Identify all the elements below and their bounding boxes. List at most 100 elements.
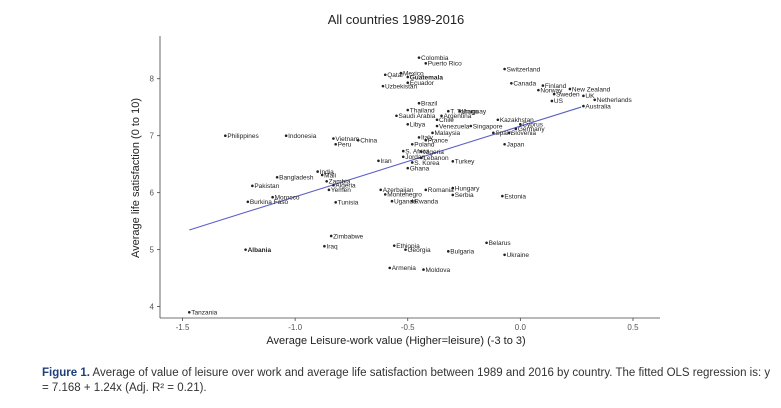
data-point — [334, 201, 337, 204]
data-point — [383, 73, 387, 77]
data-point — [404, 248, 407, 251]
point-label: Romania — [428, 187, 454, 194]
point-label: Uruguay — [462, 109, 487, 116]
point-label: Estonia — [504, 193, 526, 200]
point-label: Slovenia — [511, 130, 536, 137]
point-label: Brazil — [421, 101, 438, 108]
data-point — [417, 56, 421, 59]
point-label: Vietnam — [335, 136, 359, 143]
y-tick-label: 4 — [150, 303, 155, 312]
data-point — [406, 123, 410, 126]
point-label: Burkina Faso — [250, 199, 289, 206]
point-label: Uganda — [394, 199, 417, 206]
point-label: Finland — [545, 83, 567, 90]
data-point — [332, 183, 335, 187]
point-label: Peru — [338, 142, 352, 149]
point-label: US — [554, 98, 564, 105]
point-label: Algeria — [335, 183, 356, 190]
point-label: Tunisia — [338, 200, 359, 207]
data-point — [246, 200, 250, 204]
data-point — [541, 84, 545, 87]
point-label: Colombia — [421, 55, 449, 62]
data-point — [390, 199, 394, 203]
point-label: Netherlands — [597, 97, 633, 104]
data-point — [492, 131, 495, 135]
data-point — [417, 136, 421, 139]
data-point — [392, 244, 396, 247]
data-point — [406, 108, 410, 112]
point-label: France — [428, 138, 449, 145]
data-point — [419, 150, 423, 153]
point-label: Yemen — [331, 187, 351, 194]
point-label: Serbia — [455, 192, 474, 199]
data-point — [451, 160, 455, 163]
data-point — [424, 188, 428, 192]
point-label: Bulgaria — [450, 249, 474, 256]
x-tick-label: 0.0 — [515, 323, 527, 332]
point-label: Turkey — [455, 159, 475, 166]
data-point — [503, 67, 506, 71]
data-point — [410, 142, 414, 146]
point-label: Saudi Arabia — [398, 113, 435, 120]
scatter-chart: All countries 1989-2016 -1.5 -1.0 -0.5 0.0 0… — [130, 12, 660, 347]
point-label: Switzerland — [507, 66, 541, 73]
point-label: Belarus — [489, 240, 512, 247]
data-point — [435, 118, 439, 122]
data-point — [496, 118, 500, 122]
point-label: Sweden — [556, 91, 580, 98]
point-label: S. Africa — [405, 148, 430, 155]
point-label: Lebanon — [423, 155, 449, 162]
data-point — [401, 149, 405, 153]
point-label: Qatar — [387, 72, 404, 79]
point-label: Venezuela — [439, 123, 470, 130]
data-point — [410, 161, 414, 164]
point-label: Zambia — [329, 179, 351, 186]
data-point — [224, 134, 227, 137]
data-point — [327, 188, 331, 192]
point-label: China — [360, 138, 377, 145]
data-point — [469, 124, 473, 128]
point-label: Ghana — [410, 165, 430, 172]
y-axis-ticks: 4 5 6 7 8 — [150, 75, 160, 312]
point-label: Argentina — [444, 113, 472, 120]
point-label: Bangladesh — [279, 175, 314, 182]
data-point — [507, 131, 511, 135]
point-label: Canada — [513, 81, 536, 88]
point-label: Australia — [585, 103, 611, 110]
data-point — [510, 81, 513, 85]
point-label: Moldova — [426, 267, 451, 274]
point-label: Georgia — [407, 247, 431, 254]
point-label: Poland — [414, 142, 435, 149]
data-point — [320, 173, 324, 177]
point-label: T. Tobago — [450, 109, 478, 116]
data-point — [399, 71, 403, 75]
data-point — [451, 193, 455, 197]
point-label: UK — [585, 93, 595, 100]
point-label: Armenia — [392, 265, 417, 272]
point-label: Mali — [324, 172, 336, 179]
data-point — [187, 311, 191, 314]
data-point — [284, 134, 288, 137]
data-point — [552, 92, 556, 96]
point-label: Ukraine — [507, 252, 530, 259]
point-label: Norway — [540, 87, 563, 94]
point-label: Germany — [518, 126, 545, 133]
data-point — [377, 159, 380, 163]
data-point — [406, 81, 410, 85]
data-point — [323, 244, 326, 248]
figure-label: Figure 1. — [42, 367, 90, 379]
data-point — [329, 234, 333, 238]
point-label: Ecuador — [410, 80, 435, 87]
data-point — [410, 199, 414, 203]
data-point — [271, 195, 274, 199]
data-point — [356, 138, 360, 142]
data-point — [550, 99, 554, 103]
data-point — [446, 109, 450, 113]
point-label: Zimbabwe — [333, 233, 363, 240]
y-axis-title: Average life satisfaction (0 to 10) — [130, 98, 142, 258]
data-point — [435, 124, 439, 128]
data-point — [419, 156, 423, 160]
point-label: Iraq — [326, 244, 338, 251]
point-label: Jordan — [405, 154, 425, 161]
